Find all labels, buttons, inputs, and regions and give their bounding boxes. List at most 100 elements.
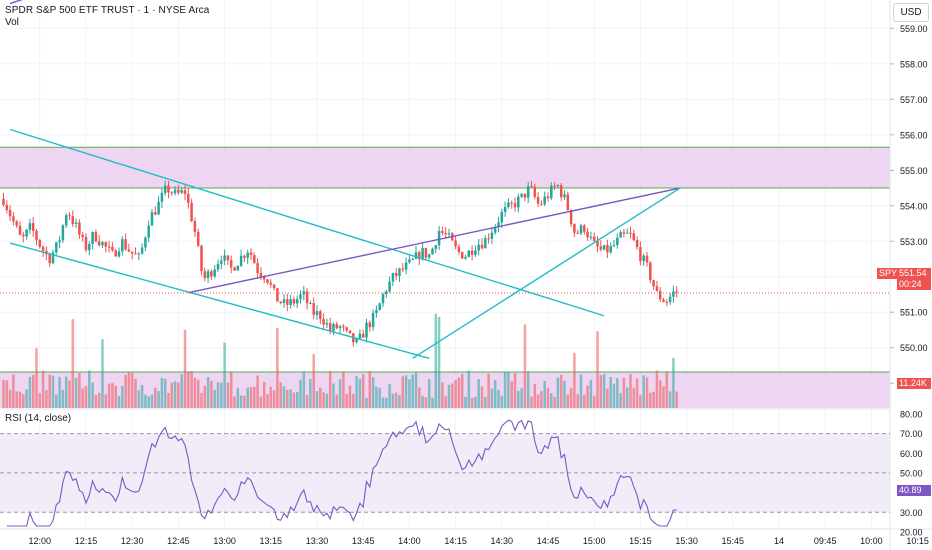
currency-button[interactable]: USD <box>893 3 929 22</box>
time-tick-label: 14:30 <box>491 536 514 546</box>
volume-bar <box>602 374 606 408</box>
volume-bar <box>41 370 45 408</box>
volume-bar <box>500 395 504 408</box>
candle-body <box>124 239 127 250</box>
candle-body <box>460 251 464 259</box>
candle-body <box>78 222 81 235</box>
price-tick-label: 554.00 <box>900 201 928 211</box>
volume-bar <box>299 379 302 408</box>
volume-bar <box>464 396 467 408</box>
volume-bar <box>68 380 71 408</box>
candle-body <box>107 246 111 248</box>
candle-body <box>88 244 91 251</box>
price-tick-label: 553.00 <box>900 237 928 247</box>
volume-bar <box>216 382 220 408</box>
candle-body <box>286 299 289 305</box>
volume-bar <box>526 371 530 408</box>
trendline-purple <box>188 187 681 294</box>
candle-body <box>662 299 665 302</box>
time-tick-label: 14:45 <box>537 536 560 546</box>
volume-bar <box>586 385 589 408</box>
candle-body <box>121 239 124 252</box>
rsi-tag: 40.89 <box>897 485 931 496</box>
volume-bar <box>635 378 639 408</box>
candle-body <box>602 245 606 250</box>
volume-bar <box>467 370 471 408</box>
volume-bar <box>35 348 38 408</box>
volume-bar <box>642 375 645 408</box>
candle-body <box>177 189 180 193</box>
volume-bar <box>424 397 428 408</box>
candle-body <box>563 194 566 198</box>
volume-bar <box>256 375 259 408</box>
candle-body <box>355 338 358 343</box>
volume-bar <box>226 382 230 408</box>
volume-bar <box>279 382 282 408</box>
candle-body <box>474 250 477 255</box>
volume-bar <box>81 388 84 408</box>
candle-body <box>477 244 480 251</box>
volume-bar <box>385 397 388 408</box>
volume-bar <box>649 392 652 408</box>
volume-bar <box>61 389 65 408</box>
candle-body <box>632 233 636 240</box>
rsi-tick-label: 30.00 <box>900 508 923 518</box>
candle-body <box>629 232 632 234</box>
candle-body <box>193 221 197 232</box>
candle-body <box>622 232 626 234</box>
trendline-cyan <box>412 187 681 359</box>
candle-body <box>556 185 560 187</box>
candle-body <box>144 237 147 248</box>
candle-body <box>414 252 418 259</box>
time-tick-label: 14 <box>774 536 784 546</box>
candle-body <box>236 265 240 271</box>
trendline-purple <box>9 0 23 5</box>
volume-bar <box>348 385 352 408</box>
volume-bar <box>639 395 642 408</box>
candle-body <box>375 310 378 314</box>
candle-body <box>658 290 662 300</box>
candle-body <box>299 294 302 300</box>
candle-body <box>625 232 629 234</box>
candle-body <box>302 291 306 295</box>
candle-body <box>345 327 348 331</box>
volume-bar <box>404 375 408 408</box>
volume-bar <box>480 386 484 408</box>
candle-body <box>170 192 174 194</box>
volume-bar <box>48 374 51 408</box>
trendline-cyan <box>9 128 605 317</box>
volume-bar <box>262 381 266 408</box>
volume-bar <box>447 384 451 408</box>
candle-body <box>424 247 428 258</box>
volume-bar <box>121 385 124 408</box>
volume-bar <box>629 374 632 408</box>
candle-body <box>668 296 672 303</box>
time-tick-label: 13:30 <box>306 536 329 546</box>
candle-body <box>312 303 315 315</box>
rsi-pane <box>0 419 890 527</box>
candle-body <box>58 240 61 243</box>
symbol-tag: SPY <box>877 268 900 279</box>
volume-bar <box>375 386 378 408</box>
volume-bar <box>619 393 622 408</box>
volume-bar <box>94 395 98 408</box>
time-tick-label: 10:15 <box>906 536 929 546</box>
volume-bar <box>167 392 170 408</box>
candle-body <box>220 260 223 264</box>
time-tick-label: 09:45 <box>814 536 837 546</box>
candle-body <box>526 186 530 198</box>
candle-body <box>493 226 497 233</box>
volume-bar <box>114 385 117 408</box>
candle-body <box>533 186 537 197</box>
candle-body <box>566 194 570 210</box>
candle-body <box>262 276 266 280</box>
candle-body <box>203 271 207 279</box>
candle-body <box>332 324 335 331</box>
candle-body <box>272 284 276 289</box>
volume-bar <box>569 387 573 408</box>
volume-bar <box>497 389 500 408</box>
volume-bar <box>147 396 150 408</box>
volume-bar <box>355 375 358 408</box>
candle-body <box>180 190 183 193</box>
